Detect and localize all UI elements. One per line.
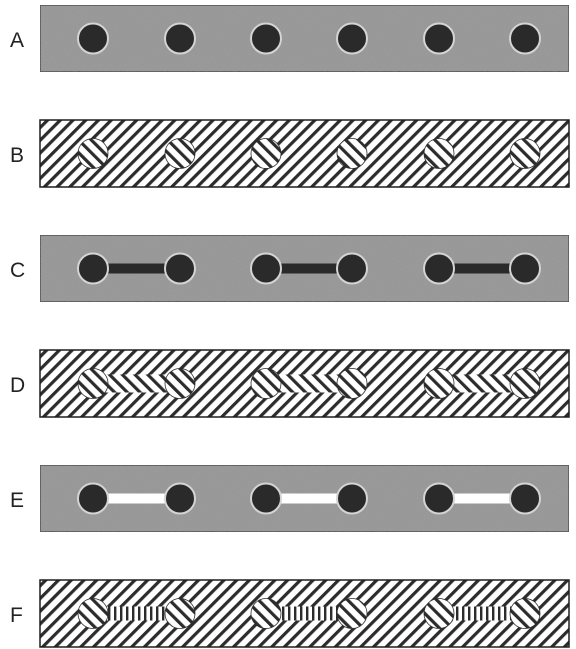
panel-a-dot-4 — [336, 22, 368, 55]
panel-b-dot-1 — [77, 138, 109, 169]
panel-e: E — [10, 464, 570, 533]
panel-c-dumbbell-3-right-dot — [509, 252, 541, 285]
panel-a-dot-2 — [164, 22, 196, 55]
panel-f-label: F — [10, 604, 23, 627]
panel-d-dumbbell-1-right-dot — [164, 368, 196, 399]
panel-a-dot-5 — [423, 22, 455, 55]
panel-e-dumbbell-1-right-dot — [164, 482, 196, 515]
panel-a-strip — [39, 4, 570, 73]
panel-e-bridge-2 — [266, 493, 352, 504]
panel-c: C — [10, 234, 570, 303]
panel-d-dumbbell-2-right-dot — [336, 368, 368, 399]
panel-f-bridge-2 — [266, 606, 352, 621]
panel-d-dumbbell-3-right-dot — [509, 368, 541, 399]
panel-c-bridge-3 — [439, 263, 525, 274]
panel-a-dot-1 — [77, 22, 109, 55]
panel-b-strip — [39, 119, 570, 188]
panel-e-dumbbell-1-left-dot — [77, 482, 109, 515]
panel-f-dumbbell-3-left-dot — [423, 598, 455, 629]
panel-f-bridge-3 — [439, 606, 525, 621]
panel-b-dot-6 — [509, 138, 541, 169]
panel-c-dumbbell-1-left-dot — [77, 252, 109, 285]
panel-f-dumbbell-3-right-dot — [509, 598, 541, 629]
panel-f-dumbbell-1-left-dot — [77, 598, 109, 629]
panel-b-dot-4 — [336, 138, 368, 169]
panel-a: A — [10, 4, 570, 73]
panel-e-dumbbell-3-left-dot — [423, 482, 455, 515]
panel-c-dumbbell-3-left-dot — [423, 252, 455, 285]
panel-a-dot-3 — [250, 22, 282, 55]
panel-c-dumbbell-1-right-dot — [164, 252, 196, 285]
panel-a-label: A — [10, 29, 24, 52]
panel-e-bridge-3 — [439, 493, 525, 504]
panel-b-dot-3 — [250, 138, 282, 169]
panel-c-label: C — [10, 259, 25, 282]
panel-c-dumbbell-2-left-dot — [250, 252, 282, 285]
panel-e-dumbbell-2-left-dot — [250, 482, 282, 515]
panel-d-dumbbell-1-left-dot — [77, 368, 109, 399]
panel-f-dumbbell-2-left-dot — [250, 598, 282, 629]
panel-d-bridge-2 — [266, 374, 352, 393]
panel-e-label: E — [10, 489, 24, 512]
panel-e-bridge-1 — [93, 493, 180, 504]
panel-d-bridge-3 — [439, 374, 525, 393]
panel-b-dot-2 — [164, 138, 196, 169]
panel-f-bridge-1 — [93, 606, 180, 621]
panel-f-dumbbell-1-right-dot — [164, 598, 196, 629]
panel-d-dumbbell-3-left-dot — [423, 368, 455, 399]
panel-c-dumbbell-2-right-dot — [336, 252, 368, 285]
panel-d-label: D — [10, 374, 25, 397]
panel-b-dot-5 — [423, 138, 455, 169]
panel-e-dumbbell-3-right-dot — [509, 482, 541, 515]
panel-b: B — [10, 119, 570, 188]
panel-f-dumbbell-2-right-dot — [336, 598, 368, 629]
panel-f: F — [10, 579, 570, 648]
panel-a-dot-6 — [509, 22, 541, 55]
panel-e-dumbbell-2-right-dot — [336, 482, 368, 515]
panel-b-label: B — [10, 144, 24, 167]
panel-d: D — [10, 349, 570, 418]
panel-d-bridge-1 — [93, 374, 180, 393]
panel-c-bridge-1 — [93, 263, 180, 274]
panel-d-dumbbell-2-left-dot — [250, 368, 282, 399]
panel-c-bridge-2 — [266, 263, 352, 274]
